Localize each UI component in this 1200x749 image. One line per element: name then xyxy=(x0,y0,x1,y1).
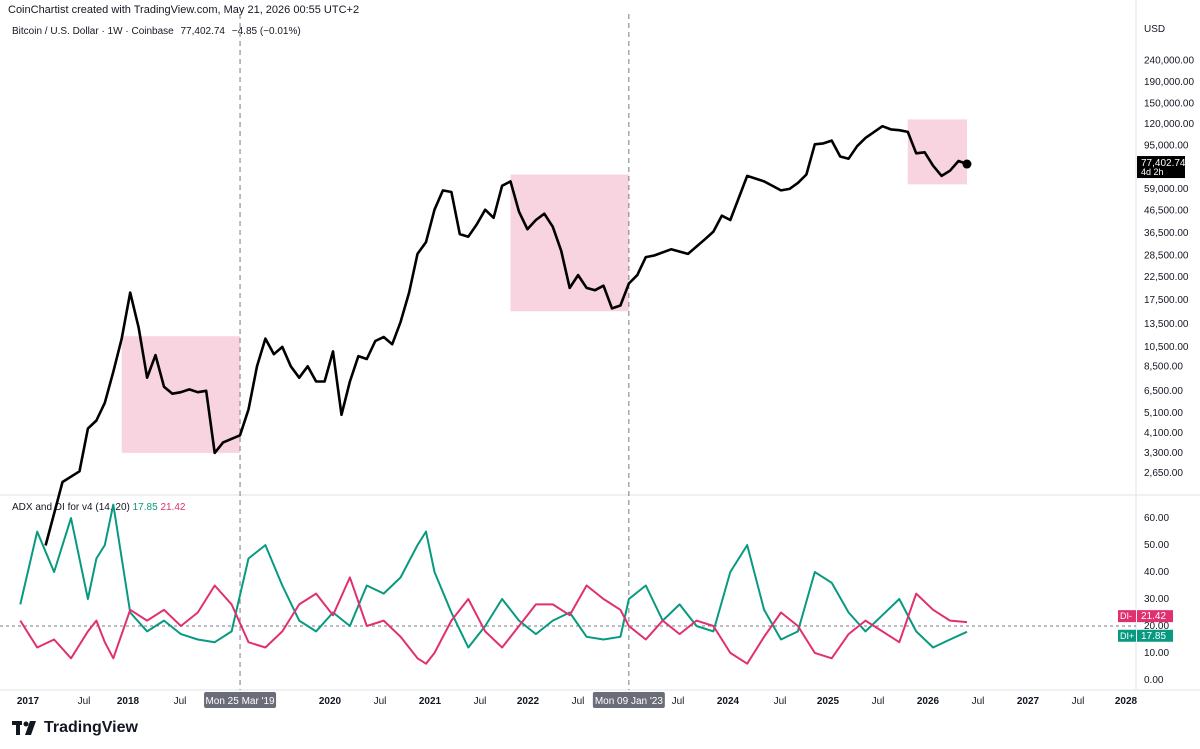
price-tick-label: 2,650.00 xyxy=(1144,468,1183,479)
last-price-dot xyxy=(962,159,972,169)
time-tick-label: Jul xyxy=(1072,696,1085,707)
crosshair-date-tag: Mon 25 Mar '19 xyxy=(205,696,275,707)
price-tick-label: 3,300.00 xyxy=(1144,448,1183,459)
price-tick-label: 59,000.00 xyxy=(1144,184,1189,195)
crosshair-date-tag: Mon 09 Jan '23 xyxy=(595,696,664,707)
price-tick-label: 28,500.00 xyxy=(1144,250,1189,261)
price-tick-label: 95,000.00 xyxy=(1144,140,1189,151)
price-tick-label: 17,500.00 xyxy=(1144,295,1189,306)
brand-name: TradingView xyxy=(44,719,138,736)
di-plus-tag-value: 17.85 xyxy=(1141,631,1166,642)
time-tick-label: 2021 xyxy=(419,696,442,707)
time-tick-label: 2027 xyxy=(1017,696,1040,707)
adx-tick-label: 20.00 xyxy=(1144,621,1169,632)
time-tick-label: 2025 xyxy=(817,696,840,707)
time-tick-label: 2028 xyxy=(1115,696,1138,707)
last-price-tag-bg xyxy=(1137,156,1185,179)
time-tick-label: 2024 xyxy=(717,696,740,707)
last-price-countdown: 4d 2h xyxy=(1141,167,1164,177)
di-minus-tag-value: 21.42 xyxy=(1141,611,1166,622)
highlight-zone-1 xyxy=(121,336,241,453)
crosshair-date-tag-bg xyxy=(592,692,665,708)
time-tick-label: Jul xyxy=(474,696,487,707)
price-tick-label: 120,000.00 xyxy=(1144,119,1194,130)
indicator-name: ADX and DI for v4 (14, 20) xyxy=(12,502,130,513)
price-tick-label: 240,000.00 xyxy=(1144,55,1194,66)
indicator-legend: ADX and DI for v4 (14, 20) 17.85 21.42 xyxy=(12,502,185,513)
time-tick-label: Jul xyxy=(972,696,985,707)
time-tick-label: 2020 xyxy=(319,696,342,707)
price-tick-label: 13,500.00 xyxy=(1144,319,1189,330)
price-tick-label: 22,500.00 xyxy=(1144,272,1189,283)
di-plus-tag-label-bg xyxy=(1118,629,1136,642)
time-tick-label: 2026 xyxy=(917,696,940,707)
symbol-change: −4.85 (−0.01%) xyxy=(231,26,301,37)
time-tick-label: Jul xyxy=(672,696,685,707)
di-minus-line xyxy=(19,576,968,665)
adx-tick-label: 10.00 xyxy=(1144,648,1169,659)
time-tick-label: Jul xyxy=(774,696,787,707)
price-tick-label: 46,500.00 xyxy=(1144,206,1189,217)
time-tick-label: Jul xyxy=(174,696,187,707)
price-axis-currency: USD xyxy=(1144,24,1165,35)
di-minus-tag-label: DI- xyxy=(1120,611,1132,621)
price-tick-label: 10,500.00 xyxy=(1144,342,1189,353)
di-plus-tag-value-bg xyxy=(1137,629,1173,642)
price-tick-label: 5,100.00 xyxy=(1144,408,1183,419)
time-tick-label: 2018 xyxy=(117,696,140,707)
adx-tick-label: 30.00 xyxy=(1144,594,1169,605)
adx-tick-label: 60.00 xyxy=(1144,513,1169,524)
time-tick-label: 2022 xyxy=(517,696,540,707)
price-tick-label: 8,500.00 xyxy=(1144,361,1183,372)
price-tick-label: 150,000.00 xyxy=(1144,98,1194,109)
price-tick-label: 4,100.00 xyxy=(1144,428,1183,439)
last-price-tag: 77,402.74 xyxy=(1141,158,1186,169)
symbol-last-price: 77,402.74 xyxy=(180,26,226,37)
price-tick-label: 6,500.00 xyxy=(1144,386,1183,397)
indicator-di-minus: 21.42 xyxy=(160,502,186,513)
highlight-zone-2 xyxy=(510,174,629,312)
chart-credit: CoinChartist created with TradingView.co… xyxy=(8,4,360,16)
time-tick-label: 2017 xyxy=(17,696,40,707)
adx-tick-label: 0.00 xyxy=(1144,675,1164,686)
di-minus-tag-value-bg xyxy=(1137,610,1173,623)
di-plus-tag-label: DI+ xyxy=(1120,631,1134,641)
time-tick-label: Jul xyxy=(572,696,585,707)
price-line xyxy=(44,124,968,546)
indicator-di-plus: 17.85 xyxy=(132,502,158,513)
tradingview-logo[interactable]: TradingView xyxy=(12,719,138,737)
di-plus-line xyxy=(19,503,968,649)
crosshair-date-tag-bg xyxy=(204,692,277,708)
tradingview-icon xyxy=(12,721,36,735)
symbol-name: Bitcoin / U.S. Dollar · 1W · Coinbase xyxy=(12,26,174,37)
symbol-legend: Bitcoin / U.S. Dollar · 1W · Coinbase 77… xyxy=(12,26,305,37)
price-tick-label: 190,000.00 xyxy=(1144,77,1194,88)
adx-tick-label: 40.00 xyxy=(1144,567,1169,578)
time-tick-label: Jul xyxy=(78,696,91,707)
di-minus-tag-label-bg xyxy=(1118,610,1136,623)
price-tick-label: 36,500.00 xyxy=(1144,228,1189,239)
time-tick-label: Jul xyxy=(872,696,885,707)
time-tick-label: Jul xyxy=(374,696,387,707)
adx-tick-label: 50.00 xyxy=(1144,540,1169,551)
